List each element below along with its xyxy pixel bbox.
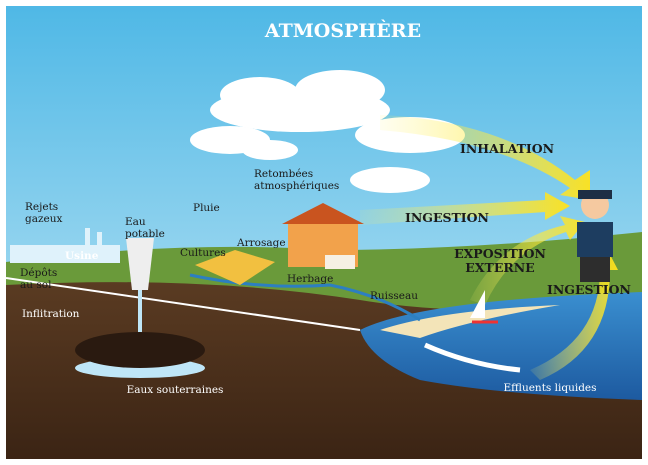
- label-line: Eaux souterraines: [127, 384, 224, 396]
- diagram: ATMOSPHÈRE INHALATION INGESTION EXPOSITI…: [0, 0, 648, 465]
- label-line: Inflitration: [22, 308, 80, 320]
- label: Eaux souterraines: [127, 384, 224, 396]
- label-line: Rejets: [25, 201, 58, 213]
- label-line: atmosphériques: [254, 180, 339, 192]
- pathway: INGESTION: [405, 210, 489, 225]
- pathway: INHALATION: [460, 141, 554, 156]
- pathway-line: EXTERNE: [465, 260, 534, 275]
- pathway-line: INGESTION: [405, 210, 489, 225]
- label-line: Usine: [65, 250, 99, 262]
- person: [577, 190, 613, 282]
- pathway-line: INHALATION: [460, 141, 554, 156]
- label-line: au sol: [20, 279, 52, 291]
- label-line: Herbage: [287, 273, 333, 285]
- label: Effluents liquides: [503, 382, 596, 394]
- label: Ruisseau: [370, 290, 418, 302]
- label-line: Arrosage: [236, 237, 286, 249]
- pathway: INGESTION: [547, 282, 631, 297]
- label-line: Cultures: [180, 247, 226, 259]
- label: Cultures: [180, 247, 226, 259]
- label-line: gazeux: [25, 213, 62, 225]
- label: Inflitration: [22, 308, 80, 320]
- label-line: Pluie: [193, 202, 220, 214]
- label-line: potable: [125, 228, 165, 240]
- label: Usine: [65, 250, 99, 262]
- label-line: Effluents liquides: [503, 382, 596, 394]
- label: Pluie: [193, 202, 220, 214]
- label-line: Retombées: [254, 168, 313, 180]
- label: Herbage: [287, 273, 333, 285]
- label-line: Ruisseau: [370, 290, 418, 302]
- pathway-line: EXPOSITION: [454, 246, 546, 261]
- label-line: Eau: [125, 216, 146, 228]
- label-line: Dépôts: [20, 267, 57, 279]
- pathway-line: INGESTION: [547, 282, 631, 297]
- title: ATMOSPHÈRE: [264, 19, 421, 42]
- label: Arrosage: [236, 237, 286, 249]
